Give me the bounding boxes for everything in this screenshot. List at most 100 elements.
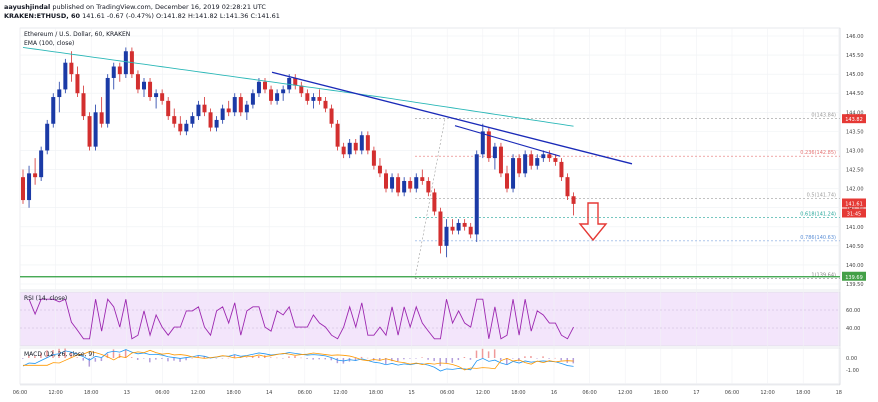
candle-body (444, 226, 449, 246)
time-tick-label: 12:00 (760, 390, 774, 396)
macd-histogram-bar (233, 354, 236, 358)
fib-level-label: 0.5(141.74) (807, 193, 836, 199)
price-pane (19, 27, 841, 291)
time-tick-label: 18:00 (511, 390, 525, 396)
candle-body (160, 93, 165, 101)
ema-legend[interactable]: EMA (100, close) (24, 40, 75, 47)
macd-histogram-bar (536, 358, 538, 359)
macd-histogram-bar (312, 358, 314, 360)
candle-body (75, 74, 80, 94)
grid (19, 28, 840, 384)
macd-histogram-bar (161, 358, 163, 359)
candle-body (105, 77, 110, 124)
candle-body (287, 77, 292, 90)
candle-body (117, 66, 122, 75)
macd-histogram-bar (360, 356, 363, 358)
candle-body (365, 135, 370, 151)
time-tick-label: 18:00 (796, 390, 810, 396)
macd-histogram-bar (136, 358, 139, 360)
candle-body (238, 97, 243, 113)
candle-body (21, 177, 25, 201)
price-tick-label: 142.00 (846, 187, 864, 193)
macd-histogram-bar (58, 348, 60, 358)
macd-histogram-bar (143, 358, 145, 359)
time-tick-label: 06:00 (582, 390, 596, 396)
macd-histogram-bar (270, 357, 272, 358)
symbol-line: KRAKEN:ETHUSD, 60 141.61 -0.67 (-0.47%) … (4, 12, 280, 20)
macd-histogram-bar (336, 358, 339, 364)
candle-body (220, 108, 225, 120)
candle-body (214, 119, 219, 128)
macd-histogram-bar (245, 357, 248, 358)
author-name[interactable]: aayushjindal (4, 3, 51, 11)
macd-histogram-bar (463, 357, 466, 358)
candle-body (269, 89, 274, 101)
macd-histogram-bar (294, 356, 296, 358)
price-tick-label: 145.00 (846, 72, 864, 78)
candle-body (263, 81, 267, 90)
candle-body (559, 161, 564, 178)
published-text: published on TradingView.com, December 1… (52, 3, 266, 11)
candle-body (208, 112, 213, 128)
symbol-name: KRAKEN:ETHUSD, 60 (4, 12, 81, 20)
macd-histogram-bar (34, 356, 36, 358)
price-tick-label: 139.50 (846, 282, 864, 288)
candle-body (565, 177, 570, 197)
price-tick-label: 142.50 (846, 168, 864, 174)
time-tick-label: 17 (693, 390, 699, 396)
macd-histogram-bar (554, 357, 556, 359)
macd-histogram-bar (391, 358, 393, 362)
countdown-badge: 31:45 (847, 211, 861, 217)
macd-histogram-bar (46, 350, 48, 358)
macd-histogram-bar (257, 356, 260, 358)
macd-histogram-bar (409, 358, 411, 359)
chart-title: Ethereum / U.S. Dollar, 60, KRAKEN (24, 31, 131, 38)
time-tick-label: 06:00 (155, 390, 169, 396)
macd-histogram-bar (288, 356, 290, 358)
macd-histogram-bar (300, 357, 302, 359)
macd-histogram-bar (100, 358, 103, 362)
price-tick-label: 144.00 (846, 110, 864, 116)
candle-body (456, 222, 461, 231)
macd-histogram-bar (40, 353, 42, 358)
candle-body (190, 116, 195, 124)
rsi-legend[interactable]: RSI (14, close) (24, 295, 68, 302)
time-tick-label: 15 (408, 390, 414, 396)
candle-body (154, 93, 159, 98)
time-tick-label: 18:00 (369, 390, 383, 396)
candle-body (529, 154, 534, 166)
time-tick-label: 12:00 (618, 390, 632, 396)
candle-body (390, 177, 395, 189)
macd-histogram-bar (487, 351, 490, 358)
candle-body (341, 146, 346, 155)
time-tick-label: 06:00 (725, 390, 739, 396)
candles (21, 47, 576, 367)
price-tick-label: 144.50 (846, 91, 864, 97)
macd-histogram-bar (215, 358, 218, 359)
macd-histogram-bar (94, 358, 97, 362)
candle-body (87, 116, 92, 147)
candle-body (450, 226, 455, 231)
candle-body (293, 77, 298, 86)
candle-body (523, 154, 528, 174)
current-price-badge-bg (842, 198, 866, 208)
candle-body (547, 154, 552, 159)
time-tick-label: 12:00 (476, 390, 490, 396)
candle-body (396, 177, 401, 193)
price-tick-label: 143.00 (846, 148, 864, 154)
macd-histogram-bar (493, 349, 496, 358)
macd-legend[interactable]: MACD (12, 26, close, 9) (24, 351, 95, 358)
axes: 146.00 145.50 145.00 144.50 144.00 143.50 143.… (13, 34, 866, 396)
candle-body (535, 158, 540, 166)
macd-histogram-bar (512, 358, 514, 359)
rsi-pane (19, 291, 841, 347)
candle-body (135, 74, 140, 90)
support-price-badge-bg (842, 271, 866, 281)
time-tick-label: 12:00 (48, 390, 62, 396)
candle-body (148, 81, 153, 98)
candle-body (244, 104, 249, 113)
macd-histogram-bar (318, 358, 320, 360)
macd-histogram-bar (82, 358, 84, 361)
fib-level-label: 0.618(141.24) (800, 212, 836, 218)
